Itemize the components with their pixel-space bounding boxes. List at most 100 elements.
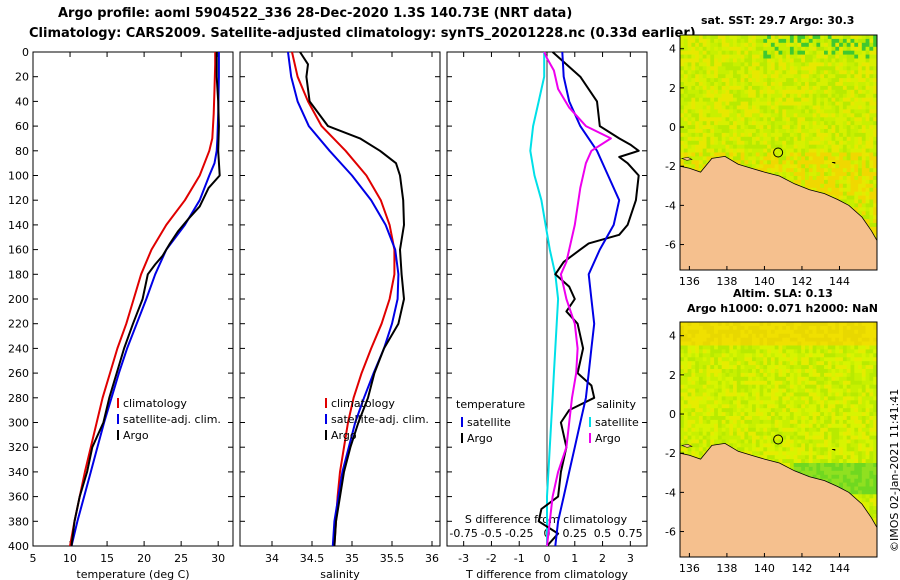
sla_map-cell: [789, 439, 795, 444]
sst_map-cell: [808, 54, 813, 59]
sla_map-cell: [850, 404, 855, 409]
sla_map-cell: [714, 349, 719, 354]
sst_map-cell: [729, 89, 734, 95]
sla_map-cell: [865, 427, 870, 433]
sla_map-cell: [808, 431, 813, 436]
sla_map-cell: [725, 435, 730, 440]
sla_map-cell: [752, 412, 757, 417]
sla_map-cell: [729, 439, 734, 444]
sst_map-cell: [797, 42, 802, 48]
sst_map-cell: [744, 125, 749, 130]
sla_map-cell: [782, 325, 787, 331]
sla_map-cell: [861, 427, 866, 433]
sla_map-cell: [770, 345, 776, 350]
sla_map-cell: [748, 337, 753, 342]
sst_map-cell: [717, 117, 723, 122]
sst_map-cell: [793, 70, 798, 75]
sla_map-cell: [873, 408, 877, 413]
sst_map-cell: [752, 58, 757, 63]
s-diff-tick-label: -0.5: [481, 527, 502, 540]
sla_map-cell: [820, 423, 825, 429]
sst_map-cell: [786, 132, 791, 138]
sla_map-cell: [816, 408, 821, 413]
sla_map-cell: [717, 369, 723, 374]
sla_map-cell: [710, 392, 715, 397]
sst_map-cell: [820, 58, 825, 63]
sla_map-cell: [680, 408, 685, 413]
sst_map-cell: [846, 82, 851, 87]
sst_map-cell: [714, 109, 719, 114]
sla_map-cell: [839, 357, 844, 362]
sst_map-cell: [733, 113, 738, 118]
sla_map-cell: [846, 408, 851, 413]
sla_map-cell: [820, 322, 825, 327]
sst_map-cell: [729, 50, 734, 55]
sst_map-cell: [691, 160, 696, 165]
sst_map-cell: [831, 156, 836, 161]
sst_map-cell: [683, 129, 688, 134]
sst_map-cell: [839, 195, 844, 200]
sla_map-cell: [839, 408, 844, 413]
sst_map-cell: [793, 148, 798, 153]
sla_map-cell: [763, 353, 768, 358]
sst_map-cell: [801, 156, 806, 161]
sst_map-cell: [831, 101, 836, 106]
sst_map-cell: [698, 70, 704, 75]
sla_map-cell: [820, 325, 825, 331]
sst_map-cell: [831, 136, 836, 142]
sst_map-cell: [789, 132, 795, 138]
sla_map-cell: [706, 419, 711, 425]
temperature-legend-label: satellite-adj. clim.: [123, 413, 221, 426]
sst_map-cell: [827, 54, 832, 59]
depth-tick-label: 100: [8, 170, 29, 183]
sst_map-cell: [808, 46, 813, 52]
sst_map-cell: [695, 70, 700, 75]
depth-tick-label: 260: [8, 367, 29, 380]
sla_map-cell: [812, 369, 817, 374]
sst_map-cell: [846, 125, 851, 130]
sla_map-cell: [733, 416, 738, 421]
sla_map-cell: [873, 431, 877, 436]
sst_map-cell: [854, 58, 859, 63]
sla_map-cell: [721, 349, 726, 354]
sla_map-cell: [748, 380, 753, 386]
depth-tick-label: 200: [8, 293, 29, 306]
sst_map-cell: [714, 70, 719, 75]
sla_map-cell: [824, 392, 829, 397]
sst_map-cell: [842, 183, 848, 189]
sla_map-cell: [831, 325, 836, 331]
sst_map-cell: [820, 125, 825, 130]
sst_map-cell: [710, 109, 715, 114]
sla_map-cell: [812, 337, 817, 342]
sst_map-cell: [763, 117, 768, 122]
sla_map-cell: [854, 419, 859, 425]
sla_map-cell: [687, 357, 692, 362]
sst_map-cell: [695, 152, 700, 157]
sst_map-cell: [869, 207, 874, 212]
sst_map-cell: [808, 152, 813, 157]
sst_map-cell: [729, 101, 734, 106]
sst_map-cell: [808, 93, 813, 99]
sst_map-cell: [789, 82, 795, 87]
sst_map-cell: [842, 35, 848, 40]
sst_map-cell: [695, 93, 700, 99]
sla_map-cell: [793, 376, 798, 382]
sst_map-cell: [729, 136, 734, 142]
sla_map-cell: [691, 341, 696, 346]
sla_map-cell: [816, 365, 821, 370]
sst_map-cell: [869, 78, 874, 83]
sst_map-cell: [816, 46, 821, 52]
sla_map-cell: [861, 431, 866, 436]
sla_map-cell: [797, 337, 802, 342]
sla_map-cell: [801, 349, 806, 354]
sst_map-cell: [858, 35, 863, 40]
sla_map-cell: [717, 357, 723, 362]
sst_map-cell: [755, 42, 760, 48]
sla_map-cell: [812, 384, 817, 389]
salinity-xtick-label: 35.5: [380, 552, 405, 565]
sla_map-cell: [797, 423, 802, 429]
sla_map-cell: [748, 412, 753, 417]
sst_map-cell: [835, 172, 840, 177]
sla_map-cell: [736, 361, 741, 366]
sst_map-cell: [755, 136, 760, 142]
